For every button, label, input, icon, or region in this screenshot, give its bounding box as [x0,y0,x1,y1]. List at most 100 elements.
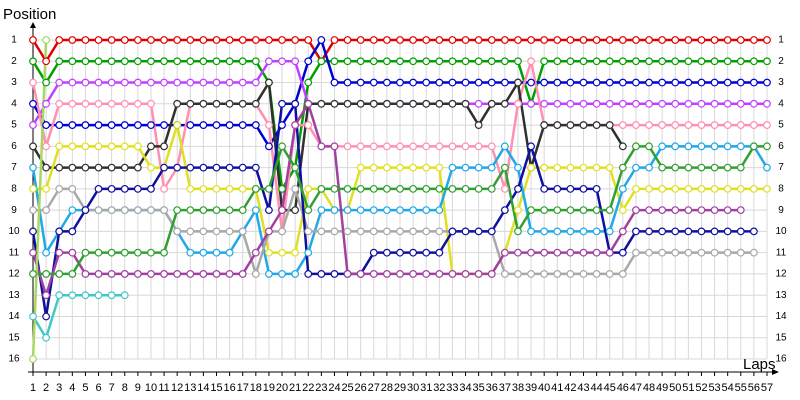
lap-marker [186,57,195,66]
lap-marker [749,184,758,193]
lap-marker [160,270,168,278]
lap-marker [265,184,273,193]
lap-marker [749,99,758,108]
y-tick-label: 1 [11,35,17,46]
lap-marker [605,121,614,129]
lap-marker [68,78,77,87]
lap-marker [382,163,391,172]
lap-marker [343,36,352,44]
x-tick-label: 53 [708,382,720,394]
x-tick-label: 9 [135,382,141,394]
y-tick-label: 4 [11,98,17,109]
lap-marker [566,184,575,193]
lap-marker [435,248,444,257]
lap-marker [710,184,719,193]
lap-marker [710,142,719,151]
lap-marker [448,163,457,172]
lap-marker [749,57,758,66]
x-tick-label: 31 [420,382,432,394]
lap-marker [133,78,142,87]
lap-marker [645,142,653,151]
lap-marker [107,36,116,44]
lap-marker [566,99,575,108]
lap-marker [632,36,640,44]
lap-marker [448,57,457,66]
lap-marker [225,248,234,257]
lap-marker [68,99,77,108]
lap-marker [278,270,286,278]
lap-marker [461,227,470,236]
lap-marker [422,206,431,215]
lap-marker [382,206,391,215]
lap-marker [278,99,286,108]
lap-marker [382,227,391,236]
lap-marker [94,78,103,87]
lap-marker [658,163,667,172]
lap-marker [107,121,116,129]
lap-marker [435,57,444,66]
lap-marker [94,57,103,66]
x-axis-arrow [772,369,779,375]
lap-marker [212,36,221,44]
x-tick-label: 2 [43,382,49,394]
lap-marker [632,121,640,129]
x-tick-label: 55 [735,382,747,394]
lap-marker [671,227,680,236]
lap-marker [291,36,300,44]
y-tick-label: 5 [11,120,17,131]
y-tick-label-right: 4 [778,98,784,109]
lap-marker [251,184,260,193]
lap-marker [160,121,168,129]
lap-marker [304,78,313,87]
lap-marker [487,163,496,172]
lap-marker [317,227,326,236]
lap-marker [540,248,549,257]
lap-marker [605,78,614,87]
y-tick-label: 7 [11,162,17,173]
x-tick-label: 11 [158,382,169,394]
lap-marker [566,78,575,87]
lap-marker [133,99,142,108]
lap-marker [343,142,352,151]
lap-marker [199,184,208,193]
lap-marker [133,248,142,257]
lap-marker [212,206,221,215]
lap-marker [461,57,470,66]
lap-marker [107,184,116,193]
lap-marker [710,78,719,87]
lap-marker [461,142,470,151]
lap-marker [265,142,273,151]
lap-marker [369,163,378,172]
lap-marker [500,270,509,278]
lap-marker [500,99,509,108]
lap-marker [29,184,37,193]
lap-marker [251,36,260,44]
lap-marker [553,36,562,44]
lap-marker [317,184,326,193]
lap-marker [251,99,260,108]
lap-marker [278,206,286,215]
x-tick-label: 50 [669,382,681,394]
lap-marker [553,121,562,129]
lap-marker [265,206,273,215]
lap-marker [251,206,260,215]
lap-marker [343,57,352,66]
lap-marker [81,291,90,300]
x-tick-label: 54 [722,382,734,394]
x-tick-label: 35 [473,382,485,394]
lap-marker [147,57,155,66]
lap-marker [448,78,457,87]
y-tick-label: 11 [9,247,20,258]
lap-marker [592,36,601,44]
x-tick-label: 7 [109,382,115,394]
lap-marker [579,184,588,193]
lap-marker [81,36,90,44]
lap-marker [487,270,496,278]
lap-marker [291,57,300,66]
lap-marker [29,142,37,151]
y-tick-label-right: 2 [778,56,784,67]
lap-marker [81,248,90,257]
lap-marker [671,248,680,257]
lap-marker [330,270,339,278]
lap-marker [579,270,588,278]
